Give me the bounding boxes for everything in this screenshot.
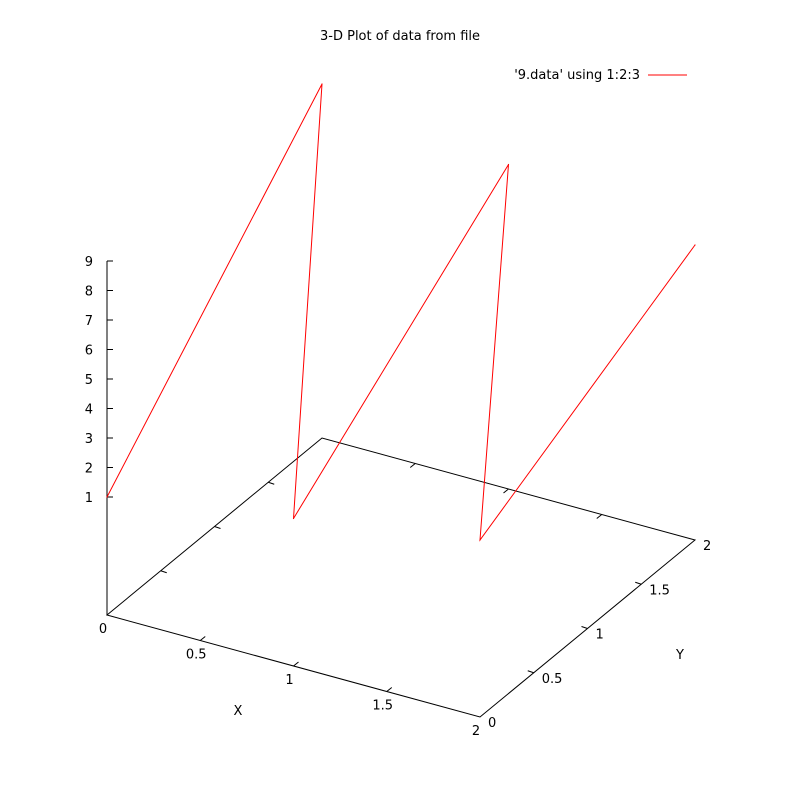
z-tick-label: 2 xyxy=(85,462,93,477)
data-point xyxy=(106,496,108,498)
y-tick-label: 1 xyxy=(596,628,604,643)
z-tick-label: 4 xyxy=(85,403,93,418)
series-layer xyxy=(106,83,696,542)
z-tick-label: 9 xyxy=(85,255,93,270)
z-tick-label: 5 xyxy=(85,373,93,388)
chart-title: 3-D Plot of data from file xyxy=(320,29,480,44)
data-point xyxy=(292,517,295,520)
y-tick-label: 0.5 xyxy=(542,672,563,687)
y-tick xyxy=(214,526,221,529)
z-tick-label: 7 xyxy=(85,314,93,329)
series-line xyxy=(106,83,696,542)
x-tick xyxy=(386,687,393,692)
x-tick xyxy=(409,463,416,468)
legend: '9.data' using 1:2:3 xyxy=(514,68,687,83)
data-point xyxy=(694,244,696,246)
data-point xyxy=(507,163,510,166)
y-tick xyxy=(635,581,642,585)
y-tick xyxy=(160,570,167,574)
x-tick xyxy=(596,514,603,519)
z-tick-label: 8 xyxy=(85,285,93,300)
x-tick xyxy=(199,636,206,641)
y-tick xyxy=(268,481,275,485)
data-point xyxy=(321,83,323,85)
x-axis-label: X xyxy=(234,704,243,719)
z-tick-label: 6 xyxy=(85,344,93,359)
z-tick-label: 1 xyxy=(85,491,93,506)
ticks xyxy=(107,260,642,692)
x-tick xyxy=(293,661,299,667)
y-tick-label: 1.5 xyxy=(649,583,670,598)
x-tick-label: 2 xyxy=(472,724,480,739)
x-tick-label: 1 xyxy=(285,673,293,688)
x-tick-label: 0 xyxy=(99,622,107,637)
y-tick xyxy=(581,626,588,629)
y-tick xyxy=(527,670,534,674)
y-tick-label: 2 xyxy=(703,539,711,554)
x-tick-label: 0.5 xyxy=(186,648,207,663)
data-point xyxy=(479,539,481,541)
y-tick-label: 0 xyxy=(488,716,496,731)
x-tick-label: 1.5 xyxy=(372,699,393,714)
x-tick xyxy=(503,488,509,494)
legend-label: '9.data' using 1:2:3 xyxy=(514,68,640,83)
base-plane xyxy=(105,437,697,718)
z-tick-label: 3 xyxy=(85,432,93,447)
y-axis-label: Y xyxy=(675,648,684,663)
